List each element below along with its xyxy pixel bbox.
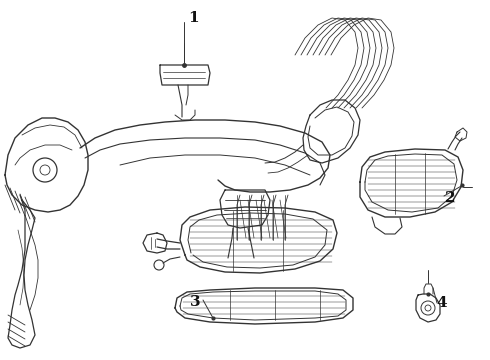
Text: 1: 1 <box>188 11 198 25</box>
Text: 4: 4 <box>437 296 447 310</box>
Text: 2: 2 <box>445 191 455 205</box>
Text: 3: 3 <box>190 295 200 309</box>
